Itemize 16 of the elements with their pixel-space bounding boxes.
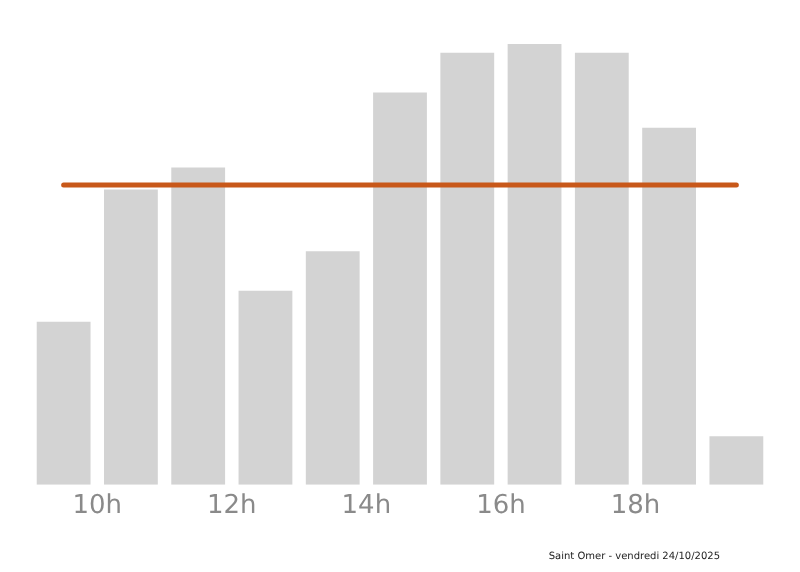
bar xyxy=(642,127,696,485)
x-tick-label: 12h xyxy=(207,491,257,522)
x-tick-label: 10h xyxy=(72,491,123,522)
bar xyxy=(373,92,427,485)
x-tick-label: 18h xyxy=(610,491,661,522)
bar xyxy=(104,189,158,485)
bar xyxy=(36,321,91,485)
bar xyxy=(171,167,226,485)
bar xyxy=(238,290,293,485)
bar xyxy=(574,52,629,485)
x-tick-label: 14h xyxy=(341,491,392,522)
x-tick-label: 16h xyxy=(476,491,526,522)
bar xyxy=(709,436,764,485)
bar xyxy=(507,44,562,485)
bar xyxy=(305,251,360,485)
bar xyxy=(440,52,495,485)
